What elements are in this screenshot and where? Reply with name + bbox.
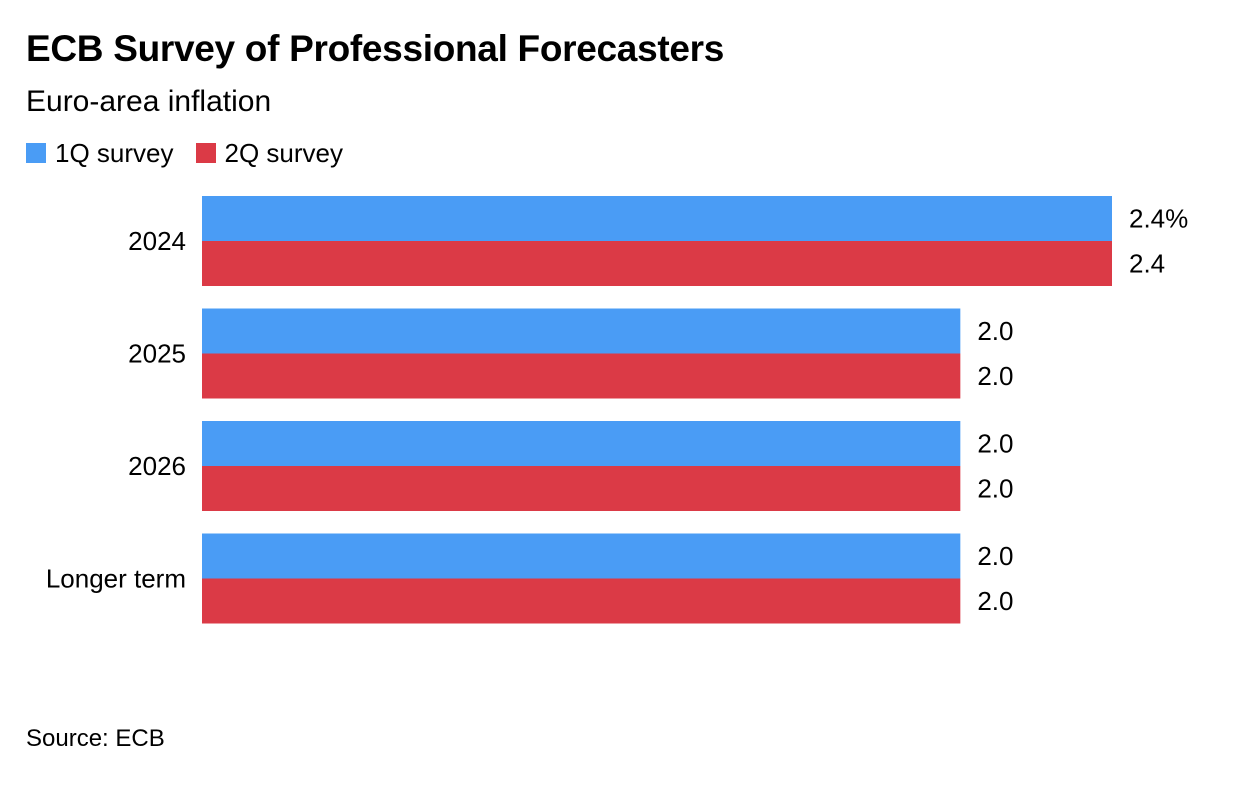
data-label-2q-survey-2026: 2.0 bbox=[977, 474, 1013, 504]
category-label-2024: 2024 bbox=[128, 226, 186, 256]
bar-2q-survey-2024 bbox=[202, 241, 1112, 286]
data-label-2q-survey-2024: 2.4 bbox=[1129, 249, 1165, 279]
data-label-2q-survey-2025: 2.0 bbox=[977, 361, 1013, 391]
legend-swatch-1q-survey bbox=[26, 143, 46, 163]
bar-1q-survey-longer-term bbox=[202, 533, 961, 579]
source-note: Source: ECB bbox=[26, 725, 165, 752]
data-label-1q-survey-longer-term: 2.0 bbox=[977, 541, 1013, 571]
legend-label-2q-survey: 2Q survey bbox=[224, 137, 344, 168]
chart-title: ECB Survey of Professional Forecasters bbox=[26, 28, 725, 69]
chart-subtitle: Euro-area inflation bbox=[26, 85, 272, 118]
bar-1q-survey-2025 bbox=[202, 308, 961, 354]
bar-2q-survey-2025 bbox=[202, 353, 961, 399]
bar-1q-survey-2024 bbox=[202, 196, 1112, 241]
legend: 1Q survey 2Q survey bbox=[26, 137, 365, 169]
legend-item-1q-survey: 1Q survey bbox=[26, 138, 174, 169]
legend-swatch-2q-survey bbox=[195, 143, 216, 163]
data-label-1q-survey-2024: 2.4% bbox=[1129, 204, 1188, 234]
category-label-longer-term: Longer term bbox=[46, 564, 186, 594]
bar-2q-survey-longer-term bbox=[202, 578, 961, 624]
legend-label-1q-survey: 1Q survey bbox=[55, 137, 174, 168]
bar-2q-survey-2026 bbox=[202, 466, 961, 511]
bar-chart: 2024 2.4% 2.4 2025 2.0 2.0 2026 2.0 2.0 Longer te… bbox=[46, 196, 1188, 624]
category-label-2026: 2026 bbox=[128, 451, 186, 481]
legend-item-2q-survey: 2Q survey bbox=[195, 137, 344, 169]
data-label-1q-survey-2026: 2.0 bbox=[977, 429, 1013, 459]
data-label-2q-survey-longer-term: 2.0 bbox=[977, 586, 1013, 616]
data-label-1q-survey-2025: 2.0 bbox=[977, 316, 1013, 346]
bar-1q-survey-2026 bbox=[202, 421, 961, 466]
category-label-2025: 2025 bbox=[128, 339, 186, 369]
